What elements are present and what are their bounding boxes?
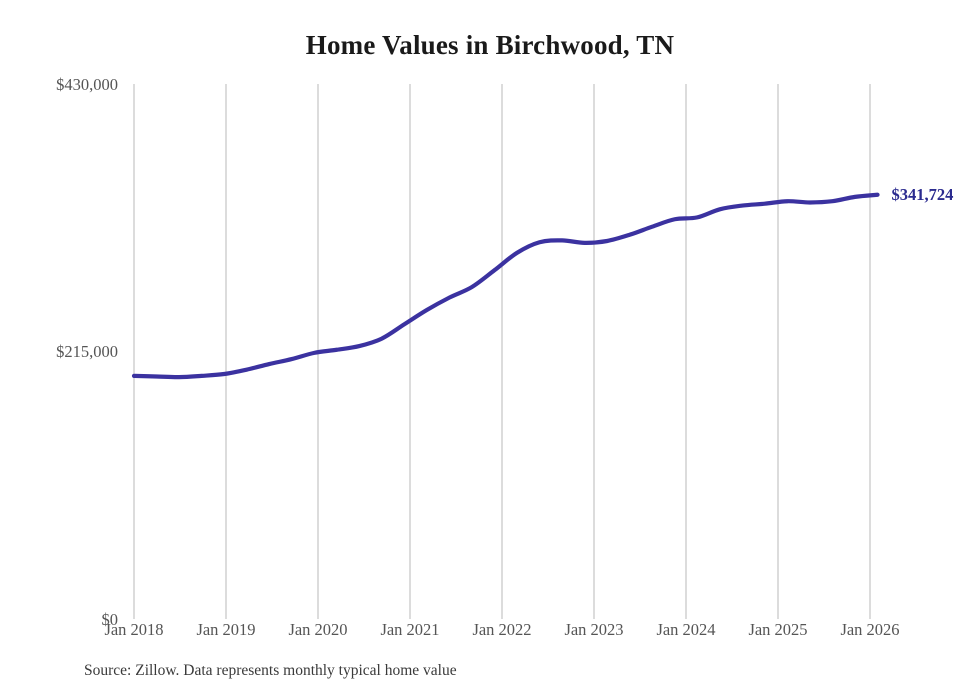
x-axis-tick-label: Jan 2024	[656, 620, 716, 639]
x-axis-tick-label: Jan 2018	[104, 620, 164, 639]
y-axis-tick-label-bottom: $0	[101, 609, 119, 629]
x-axis-tick-label: Jan 2026	[840, 620, 900, 639]
series-line-typical-home-value	[131, 192, 880, 380]
x-axis-tick-label: Jan 2021	[380, 620, 440, 639]
x-axis-tick-label: Jan 2023	[564, 620, 624, 639]
y-axis-tick-label-top: $430,000	[56, 75, 118, 94]
gridlines-group	[133, 84, 871, 619]
source-footnote: Source: Zillow. Data represents monthly …	[84, 662, 457, 679]
endpoint-value-label: $341,724	[891, 184, 954, 204]
x-axis-tick-label: Jan 2019	[196, 620, 256, 639]
y-axis-tick-label-middle: $215,000	[56, 342, 118, 362]
x-axis-tick-label: Jan 2020	[288, 620, 348, 639]
x-axis-tick-label: Jan 2025	[748, 620, 808, 639]
chart-title: Home Values in Birchwood, TN	[305, 30, 675, 60]
x-axis-tick-label: Jan 2022	[472, 620, 532, 639]
